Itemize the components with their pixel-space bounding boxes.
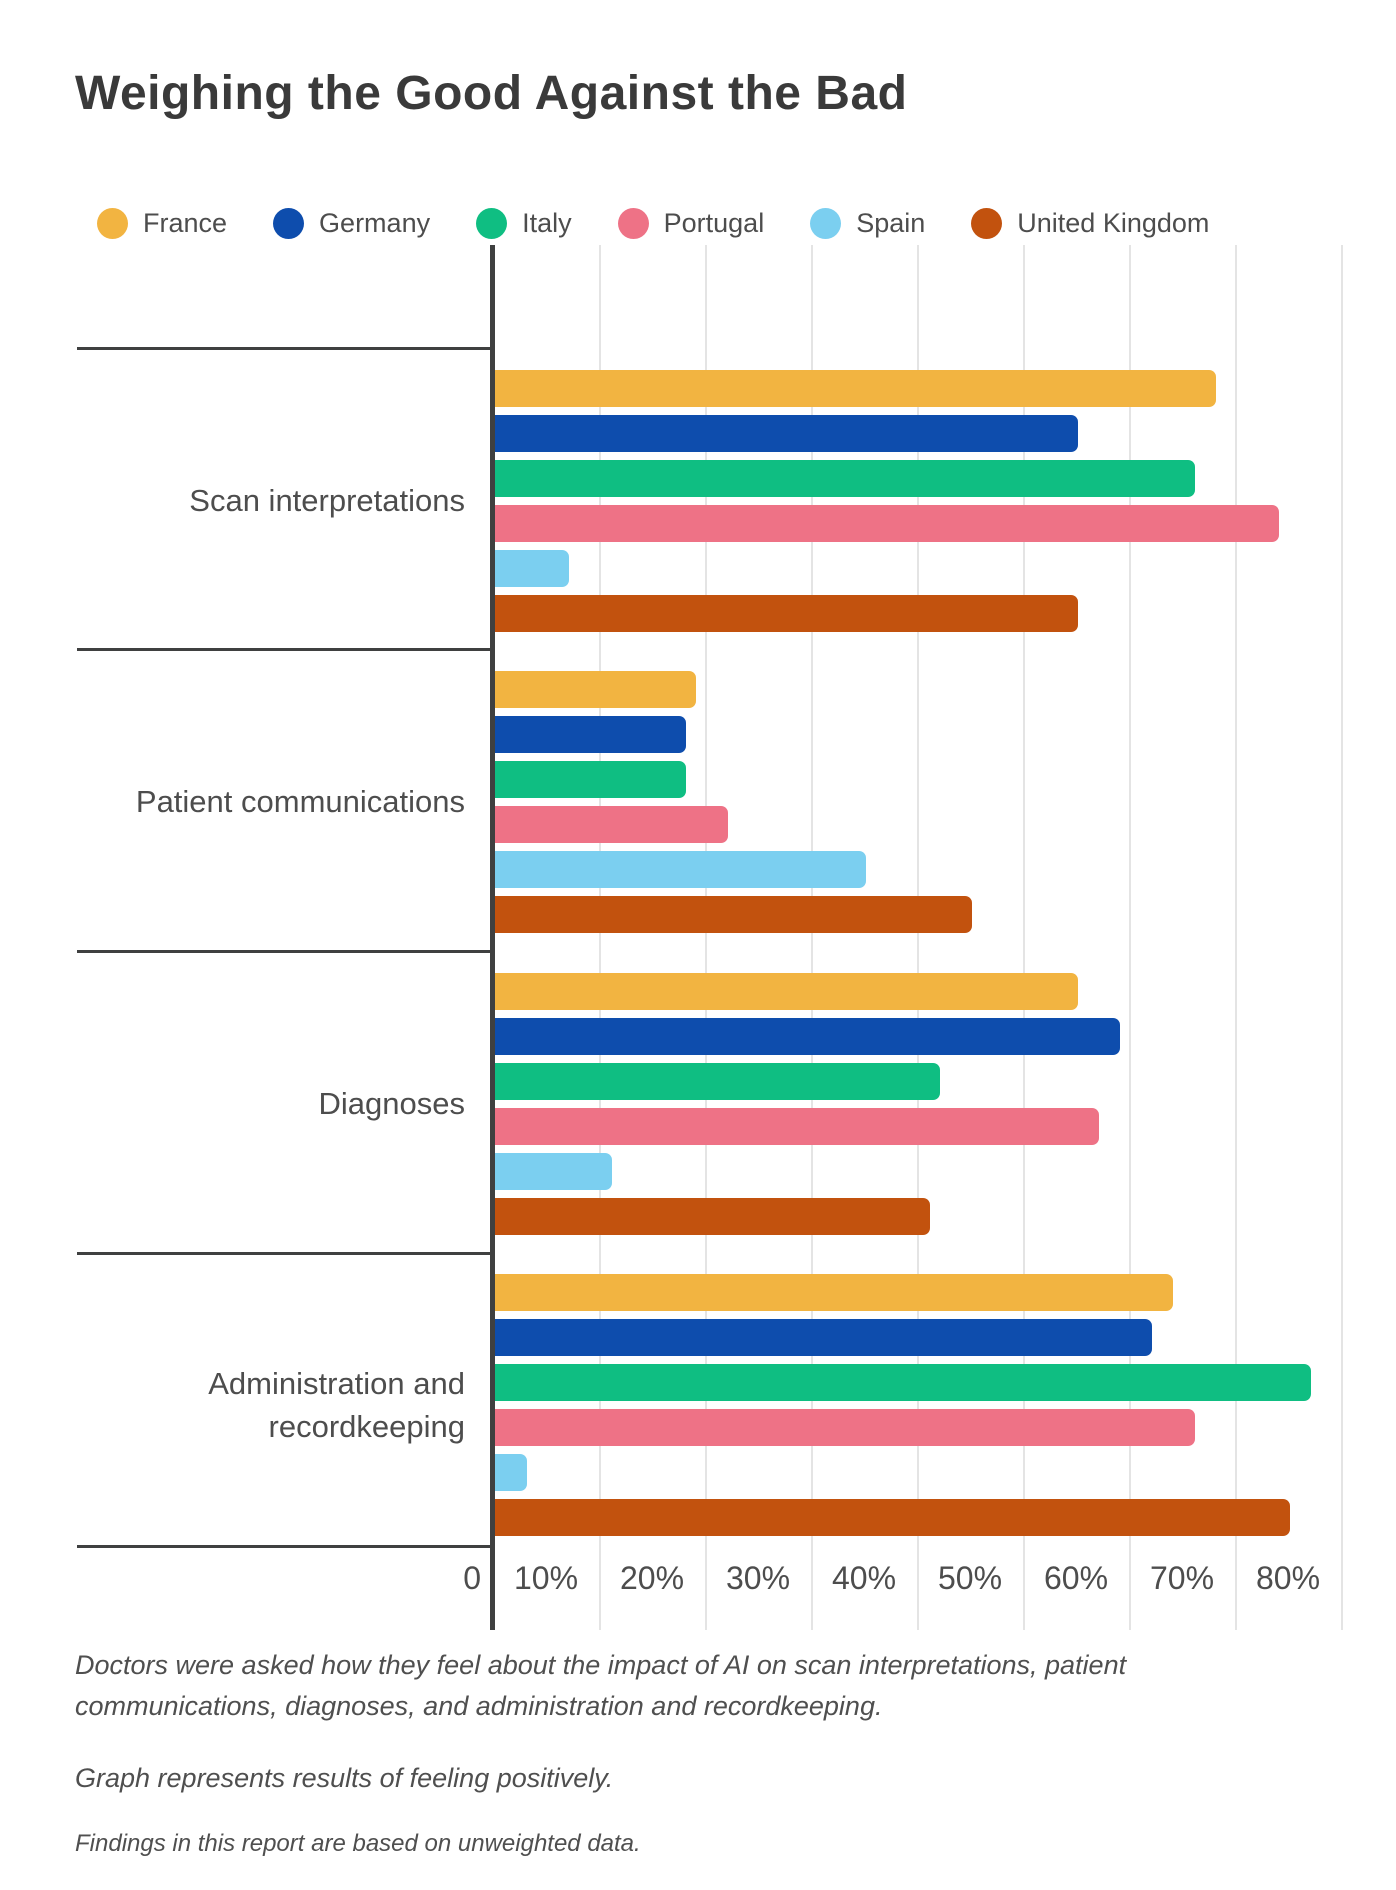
category-divider <box>77 648 491 651</box>
bar-france-patient-communications <box>495 671 696 708</box>
category-label-diagnoses: Diagnoses <box>318 1086 465 1122</box>
footnote-methodology: Doctors were asked how they feel about t… <box>75 1650 1127 1721</box>
bar-united-kingdom-administration-and-recordkeeping <box>495 1499 1290 1536</box>
bar-portugal-patient-communications <box>495 806 728 843</box>
bar-germany-patient-communications <box>495 716 686 753</box>
x-tick-label-10-: 10% <box>513 1560 579 1596</box>
bar-spain-scan-interpretations <box>495 550 569 587</box>
x-tick-label-0: 0 <box>463 1560 481 1596</box>
chart-title: Weighing the Good Against the Bad <box>75 67 908 120</box>
legend-dot-italy <box>476 208 508 239</box>
bar-italy-administration-and-recordkeeping <box>495 1364 1311 1401</box>
gridline-70pct <box>1235 245 1237 1630</box>
bar-portugal-administration-and-recordkeeping <box>495 1409 1195 1446</box>
gridline-40pct <box>917 245 919 1630</box>
gridline-10pct <box>599 245 601 1630</box>
bar-italy-scan-interpretations <box>495 460 1195 497</box>
bar-spain-patient-communications <box>495 851 866 888</box>
bar-italy-patient-communications <box>495 761 686 798</box>
x-tick-label-60-: 60% <box>1043 1560 1109 1596</box>
legend-item-spain: Spain <box>810 208 925 239</box>
category-divider <box>77 347 491 350</box>
bar-united-kingdom-patient-communications <box>495 896 972 933</box>
legend-item-germany: Germany <box>273 208 430 239</box>
category-divider <box>77 950 491 953</box>
x-tick-label-40-: 40% <box>831 1560 897 1596</box>
legend-item-portugal: Portugal <box>617 208 765 239</box>
bar-germany-administration-and-recordkeeping <box>495 1319 1152 1356</box>
legend-item-italy: Italy <box>476 208 572 239</box>
legend-dot-spain <box>810 208 842 239</box>
legend-label: France <box>143 208 228 238</box>
footnote-positive: Graph represents results of feeling posi… <box>75 1763 614 1793</box>
legend-label: Spain <box>856 208 926 238</box>
legend-dot-portugal <box>617 208 649 239</box>
x-tick-label-20-: 20% <box>619 1560 685 1596</box>
legend-item-france: France <box>97 208 227 239</box>
bar-united-kingdom-scan-interpretations <box>495 595 1078 632</box>
bar-italy-diagnoses <box>495 1063 940 1100</box>
bar-france-scan-interpretations <box>495 370 1216 407</box>
bar-portugal-diagnoses <box>495 1108 1099 1145</box>
x-tick-label-70-: 70% <box>1149 1560 1215 1596</box>
bar-united-kingdom-diagnoses <box>495 1198 930 1235</box>
chart-legend: France Germany Italy Portugal Spain United Ki… <box>97 208 1209 239</box>
legend-label: Portugal <box>663 208 765 238</box>
gridline-20pct <box>705 245 707 1630</box>
gridline-80pct <box>1341 245 1343 1630</box>
gridline-50pct <box>1023 245 1025 1630</box>
category-label-patient-communications: Patient communications <box>135 784 465 820</box>
bar-portugal-scan-interpretations <box>495 505 1279 542</box>
bar-germany-scan-interpretations <box>495 415 1078 452</box>
legend-dot-germany <box>273 208 305 239</box>
footnote-unweighted: Findings in this report are based on unw… <box>75 1830 641 1857</box>
legend-label: Italy <box>522 208 572 238</box>
bar-france-administration-and-recordkeeping <box>495 1274 1173 1311</box>
x-axis-baseline <box>77 1545 491 1548</box>
legend-dot-united-kingdom <box>971 208 1003 239</box>
legend-label: United Kingdom <box>1017 208 1210 238</box>
category-label-scan-interpretations: Scan interpretations <box>189 483 465 519</box>
y-axis-line <box>490 245 495 1630</box>
bar-germany-diagnoses <box>495 1018 1120 1055</box>
x-tick-label-80-: 80% <box>1255 1560 1321 1596</box>
gridline-30pct <box>811 245 813 1630</box>
legend-label: Germany <box>319 208 431 238</box>
legend-dot-france <box>97 208 128 239</box>
category-divider <box>77 1252 491 1255</box>
legend-item-united-kingdom: United Kingdom <box>971 208 1209 239</box>
gridline-60pct <box>1129 245 1131 1630</box>
category-label-administration-and-recordkeeping: Administration and recordkeeping <box>208 1365 465 1444</box>
x-tick-label-50-: 50% <box>937 1560 1003 1596</box>
bar-france-diagnoses <box>495 973 1078 1010</box>
bar-spain-diagnoses <box>495 1153 612 1190</box>
bar-spain-administration-and-recordkeeping <box>495 1454 527 1491</box>
x-tick-label-30-: 30% <box>725 1560 791 1596</box>
